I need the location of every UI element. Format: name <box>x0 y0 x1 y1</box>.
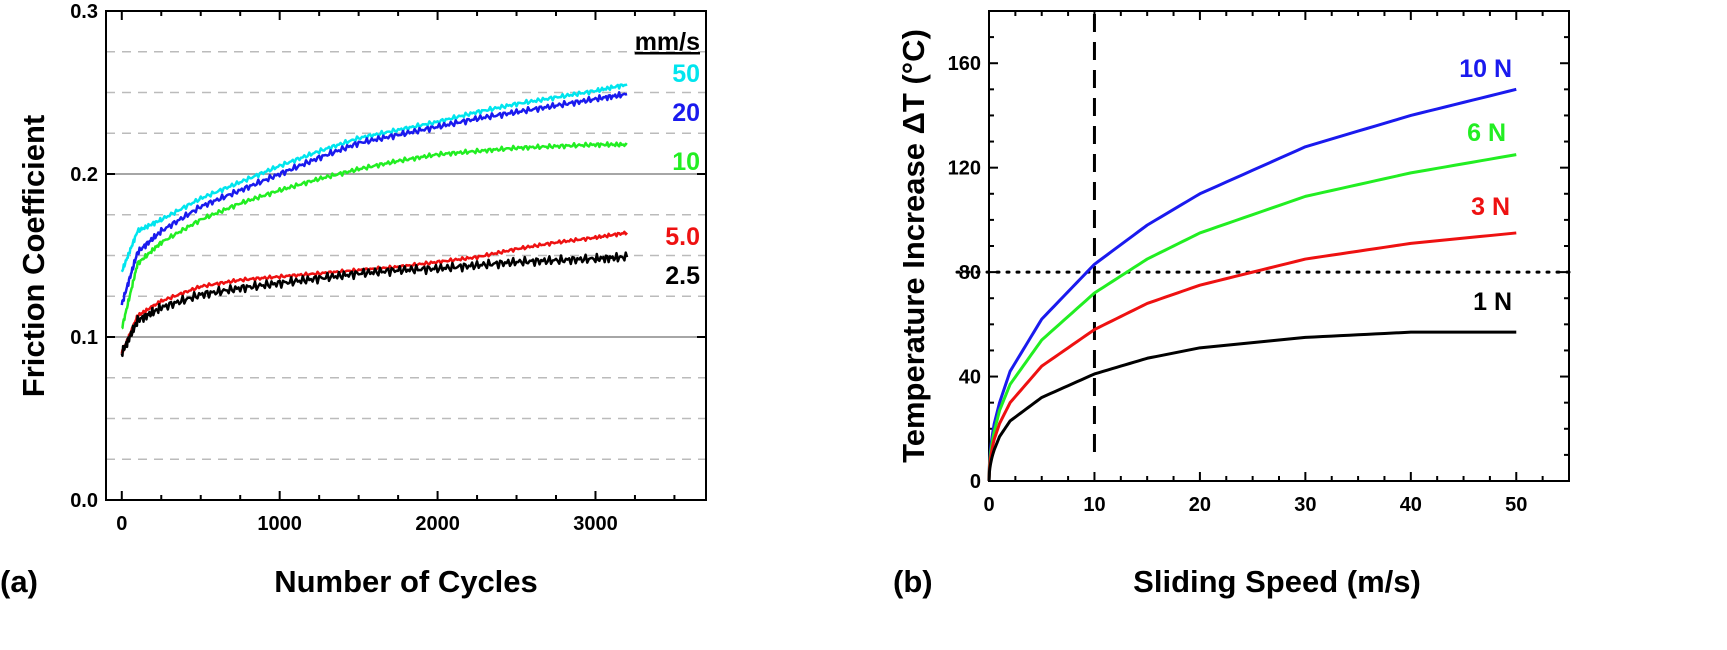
x-tick-label: 0 <box>983 494 994 516</box>
series-label-6-N: 6 N <box>1467 119 1506 147</box>
y-tick-label: 0 <box>970 471 981 493</box>
series-line-6-N <box>987 153 1517 482</box>
panel-b-xlabel: Sliding Speed (m/s) <box>1133 564 1421 599</box>
series-label-3-N: 3 N <box>1471 193 1510 221</box>
y-tick-label: 120 <box>948 158 981 180</box>
series-line-50 <box>120 83 628 273</box>
series-label-50: 50 <box>672 60 700 88</box>
panel-a: 0 1000 2000 3000 0.0 0.1 0.2 0.3 50 20 10 5.0 2.5 <box>70 1 707 535</box>
y-tick-label: 0.1 <box>70 327 98 349</box>
y-tick-label: 0.2 <box>70 164 98 186</box>
x-tick-label: 10 <box>1083 494 1105 516</box>
series-line-2-5 <box>120 251 629 358</box>
x-tick-label: 1000 <box>257 513 302 535</box>
x-tick-label: 2000 <box>415 513 460 535</box>
panel-a-xlabel: Number of Cycles <box>274 564 538 599</box>
series-line-5-0 <box>120 230 629 354</box>
series-line-3-N <box>987 231 1517 482</box>
y-tick-label: 160 <box>948 53 981 75</box>
series-label-1-N: 1 N <box>1473 288 1512 316</box>
y-tick-label: 0.3 <box>70 1 98 23</box>
x-tick-label: 3000 <box>573 513 618 535</box>
panel-b-label: (b) <box>893 564 933 599</box>
x-tick-label: 50 <box>1505 494 1527 516</box>
series-label-20: 20 <box>672 99 700 127</box>
y-tick-label: 0.0 <box>70 490 98 512</box>
panel-a-ylabel: Friction Coefficient <box>16 115 51 397</box>
panel-a-label: (a) <box>0 564 38 599</box>
series-label-10: 10 <box>672 148 700 176</box>
series-line-1-N <box>987 330 1517 482</box>
series-label-2-5: 2.5 <box>665 262 700 290</box>
series-label-5-0: 5.0 <box>665 223 700 251</box>
legend-title: mm/s <box>635 28 700 56</box>
series-line-10 <box>121 141 628 330</box>
series-line-20 <box>120 91 628 306</box>
x-tick-label: 0 <box>116 513 127 535</box>
x-tick-label: 30 <box>1294 494 1316 516</box>
plot-frame <box>105 10 707 501</box>
x-tick-label: 40 <box>1400 494 1422 516</box>
x-tick-label: 20 <box>1189 494 1211 516</box>
panel-b-ylabel: Temperature Increase ΔT (°C) <box>896 29 931 463</box>
y-tick-label: 40 <box>959 367 981 389</box>
series-label-10-N: 10 N <box>1459 55 1512 83</box>
series-line-10-N <box>987 87 1517 482</box>
